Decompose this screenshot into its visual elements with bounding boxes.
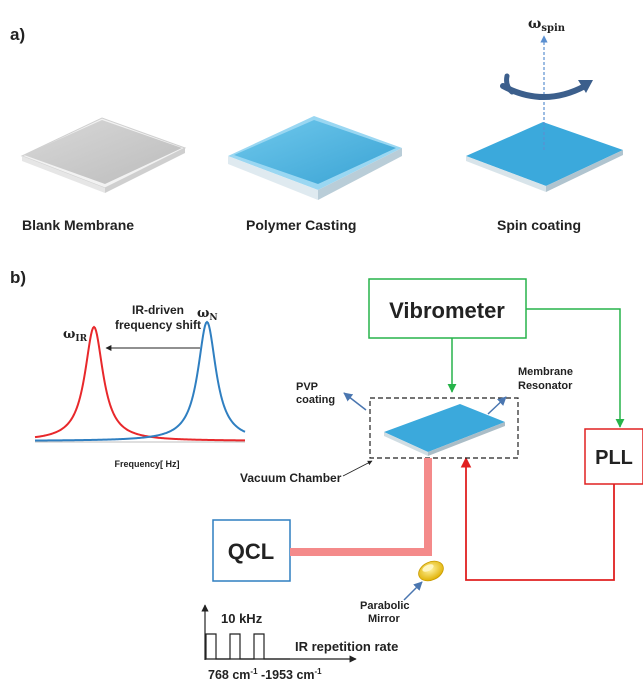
blue-resonance-curve bbox=[34, 320, 246, 442]
pvp-pointer bbox=[343, 392, 367, 411]
qcl-box bbox=[212, 519, 291, 582]
red-resonance-curve bbox=[34, 325, 246, 442]
polymer-casting-label: Polymer Casting bbox=[246, 217, 356, 233]
frequency-axis-label: Frequency[ Hz] bbox=[114, 459, 179, 469]
vibrometer-connections bbox=[447, 308, 625, 428]
blank-membrane-label: Blank Membrane bbox=[22, 217, 134, 233]
resonance-spectrum bbox=[34, 320, 246, 443]
pll-feedback-line bbox=[460, 456, 615, 581]
membrane-label-line1: Membrane bbox=[518, 366, 573, 378]
shift-label-line2: frequency shift bbox=[115, 318, 201, 332]
rep-rate-label: IR repetition rate bbox=[295, 639, 398, 654]
vibrometer-box bbox=[368, 278, 527, 339]
shift-label-line1: IR-driven bbox=[132, 303, 184, 317]
ir-pulse-train bbox=[201, 604, 357, 663]
spin-coating-label: Spin coating bbox=[497, 217, 581, 233]
pvp-label-line1: PVP bbox=[296, 381, 318, 393]
blank-membrane-graphic bbox=[20, 117, 187, 193]
rep-frequency-label: 10 kHz bbox=[221, 611, 263, 626]
pvp-label-line2: coating bbox=[296, 394, 335, 406]
omega-ir-label: ωIR bbox=[63, 327, 88, 344]
omega-n-label: ωN bbox=[197, 306, 218, 323]
vacuum-pointer bbox=[342, 460, 373, 477]
polymer-casting-graphic bbox=[228, 116, 402, 200]
pll-label: PLL bbox=[595, 447, 633, 469]
spin-coating-graphic bbox=[466, 35, 623, 192]
qcl-label: QCL bbox=[228, 539, 274, 564]
vibrometer-label: Vibrometer bbox=[389, 298, 505, 323]
membrane-label-line2: Resonator bbox=[518, 380, 573, 392]
pll-box bbox=[584, 428, 643, 485]
parabolic-mirror-icon bbox=[418, 560, 444, 582]
panel-b-label: b) bbox=[10, 268, 26, 287]
mirror-label-line2: Mirror bbox=[368, 613, 401, 625]
omega-spin-label: ωspin bbox=[528, 16, 566, 34]
mirror-pointer bbox=[403, 581, 423, 601]
laser-beam bbox=[290, 458, 432, 556]
mirror-label-line1: Parabolic bbox=[360, 600, 410, 612]
membrane-resonator-graphic bbox=[384, 404, 505, 456]
vacuum-chamber-outline bbox=[369, 397, 519, 459]
vacuum-chamber-label: Vacuum Chamber bbox=[240, 471, 342, 485]
wavenumber-range-label: 768 cm-1 -1953 cm-1 bbox=[208, 667, 322, 682]
panel-a-label: a) bbox=[10, 25, 25, 44]
membrane-pointer bbox=[487, 396, 507, 415]
